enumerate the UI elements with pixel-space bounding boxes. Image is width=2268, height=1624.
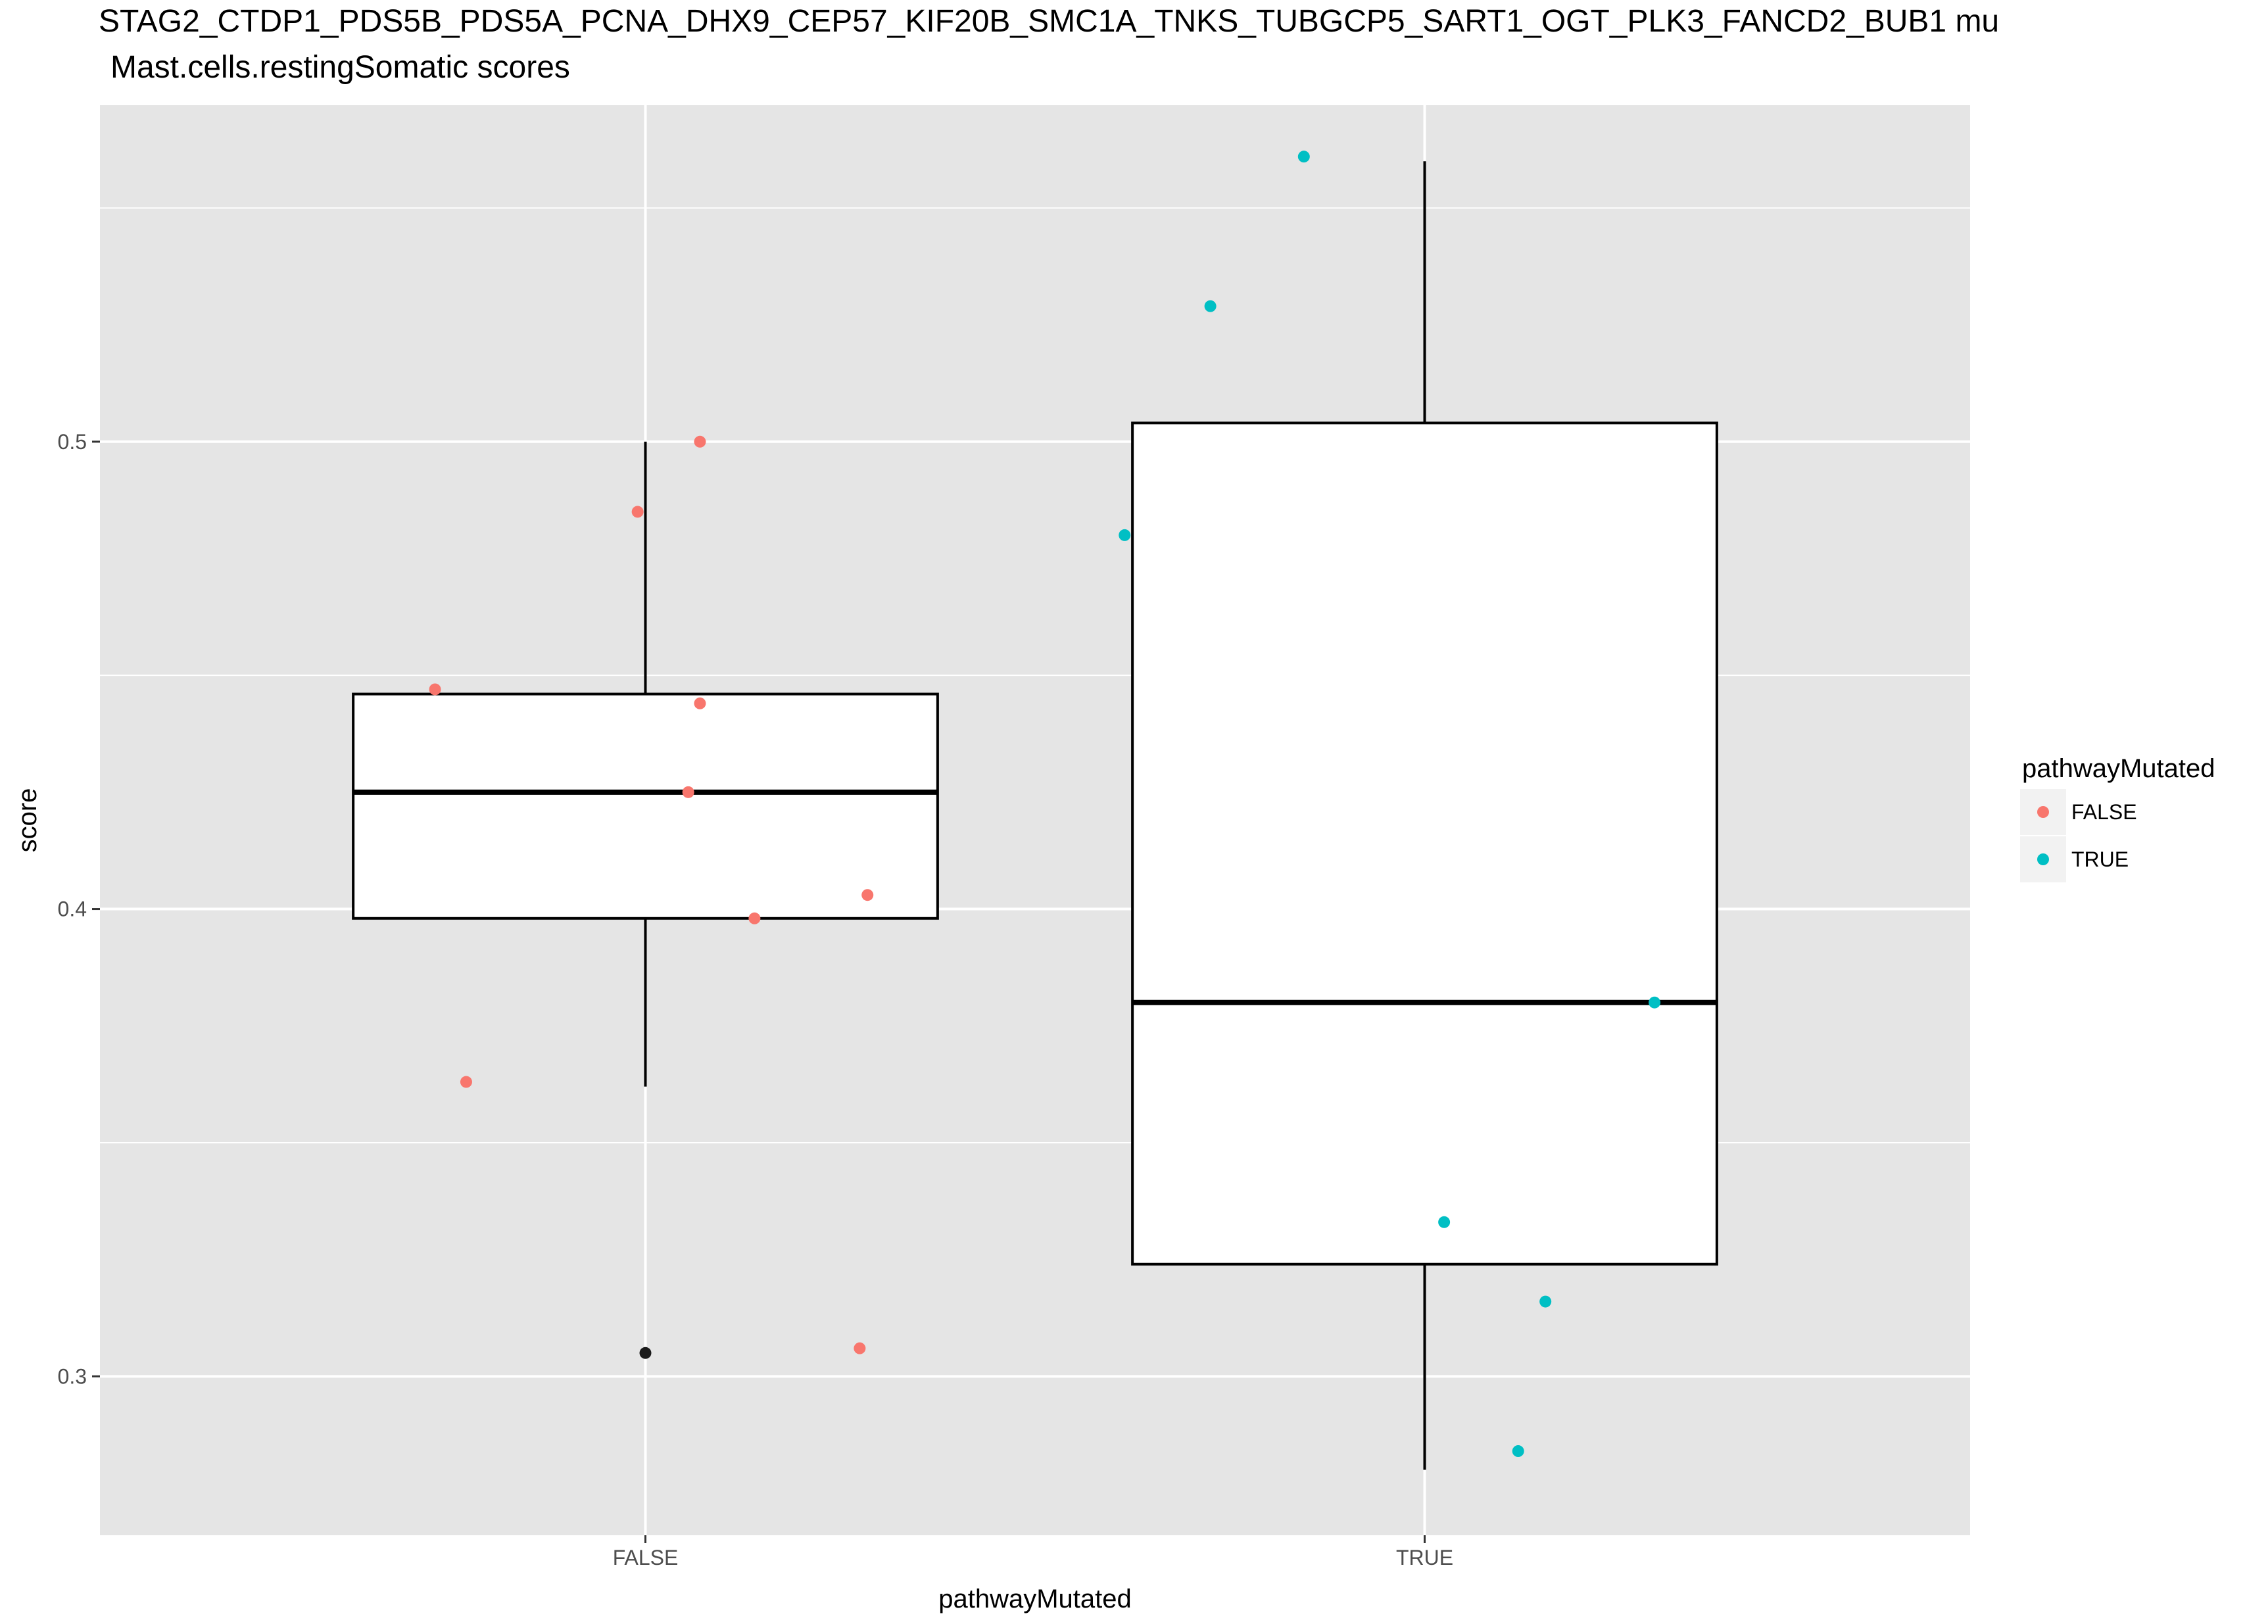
data-point — [694, 697, 706, 709]
data-point — [1438, 1216, 1451, 1228]
data-point — [1297, 151, 1310, 163]
outlier-point — [639, 1347, 652, 1359]
data-point — [861, 889, 874, 901]
box-iqr — [352, 692, 939, 920]
data-point — [1119, 529, 1131, 541]
data-point — [1539, 1295, 1552, 1308]
legend-title: pathwayMutated — [2022, 754, 2215, 783]
data-point — [854, 1342, 866, 1354]
legend-key-dot — [2037, 806, 2049, 818]
y-tick-label: 0.3 — [58, 1364, 87, 1388]
box-iqr — [1131, 421, 1718, 1266]
chart-subtitle: Mast.cells.restingSomatic scores — [110, 50, 570, 85]
data-point — [682, 786, 694, 798]
data-point — [694, 435, 706, 448]
x-tick-label: TRUE — [1396, 1546, 1453, 1569]
axes: 0.3 0.4 0.5 FALSE TRUE — [58, 430, 1454, 1569]
x-axis-title: pathwayMutated — [938, 1585, 1132, 1613]
data-point — [1649, 996, 1661, 1009]
box-layer — [352, 161, 1718, 1470]
legend-label: TRUE — [2071, 848, 2129, 871]
y-tick-label: 0.4 — [58, 897, 87, 921]
data-point — [460, 1076, 472, 1088]
legend-label: FALSE — [2071, 800, 2137, 824]
y-axis-title: score — [13, 788, 42, 853]
chart-title: STAG2_CTDP1_PDS5B_PDS5A_PCNA_DHX9_CEP57_… — [99, 4, 1999, 39]
data-point — [429, 683, 441, 696]
data-point — [1204, 300, 1217, 312]
x-tick-label: FALSE — [613, 1546, 679, 1569]
point-layer — [429, 151, 1661, 1458]
data-point — [748, 912, 761, 924]
legend: pathwayMutated FALSE TRUE — [2020, 754, 2215, 882]
data-point — [1512, 1445, 1524, 1458]
data-point — [631, 506, 644, 518]
y-tick-label: 0.5 — [58, 430, 87, 454]
legend-key-dot — [2037, 853, 2049, 865]
